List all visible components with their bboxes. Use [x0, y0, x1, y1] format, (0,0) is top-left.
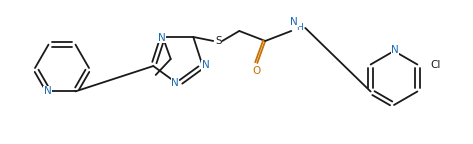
Text: N: N	[391, 45, 399, 55]
Text: N: N	[158, 33, 166, 43]
Text: N: N	[44, 86, 52, 96]
Text: Cl: Cl	[430, 59, 441, 70]
Text: N: N	[290, 17, 298, 27]
Text: N: N	[202, 60, 210, 70]
Text: H: H	[296, 23, 303, 32]
Text: S: S	[215, 36, 221, 46]
Text: N: N	[171, 78, 179, 88]
Text: O: O	[252, 66, 261, 76]
